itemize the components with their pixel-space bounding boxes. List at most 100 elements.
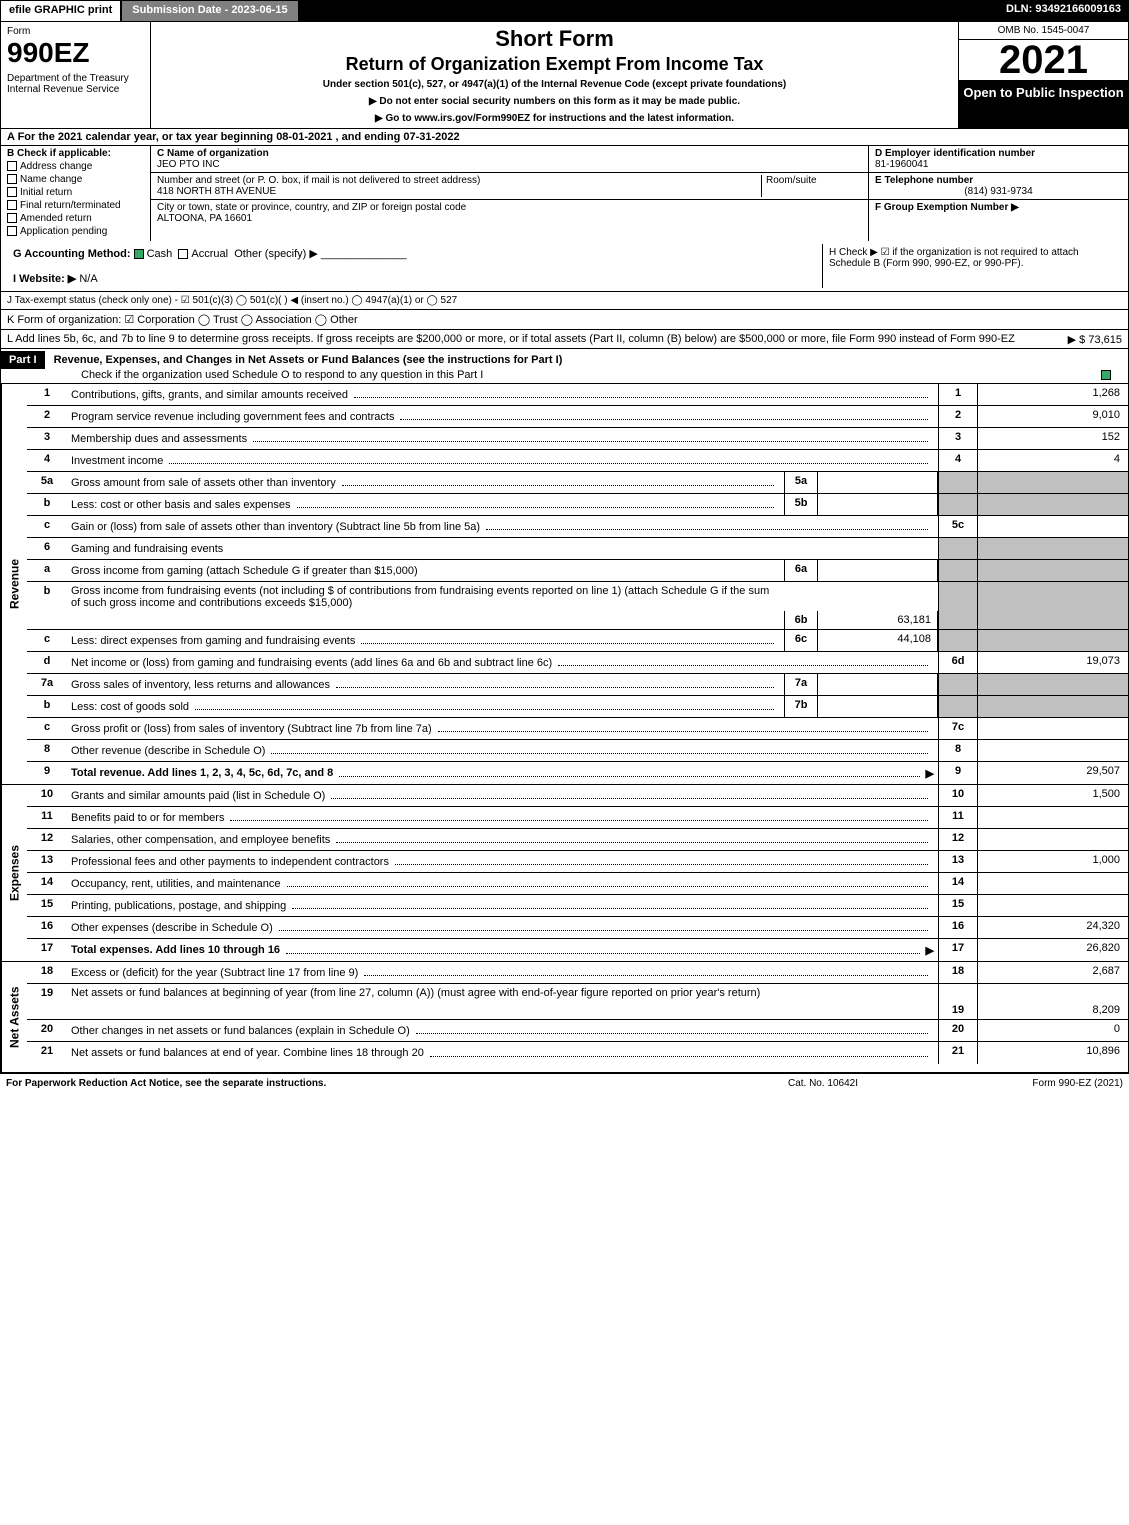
phone-label: E Telephone number [875,175,973,186]
tax-year: 2021 [959,40,1128,81]
part1-checkbox[interactable] [1101,369,1122,381]
line-5b-vshade [978,494,1128,515]
line-7a-vshade [978,674,1128,695]
line-15-num: 15 [27,895,67,916]
header-right: OMB No. 1545-0047 2021 Open to Public In… [958,22,1128,128]
check-initial-return[interactable]: Initial return [7,187,144,198]
website-label: I Website: ▶ [13,273,76,285]
row-a-tax-year: A For the 2021 calendar year, or tax yea… [0,129,1129,146]
line-5c-desc: Gain or (loss) from sale of assets other… [71,521,480,533]
col-b-label: B Check if applicable: [7,148,144,159]
street-value: 418 NORTH 8TH AVENUE [157,186,757,197]
dept-treasury: Department of the Treasury Internal Reve… [7,73,144,95]
line-6d-val: 19,073 [978,652,1128,673]
header-center: Short Form Return of Organization Exempt… [151,22,958,128]
form-title: Return of Organization Exempt From Incom… [157,54,952,75]
form-header: Form 990EZ Department of the Treasury In… [0,22,1129,129]
line-13-num: 13 [27,851,67,872]
line-21-val: 10,896 [978,1042,1128,1064]
group-exemption-cell: F Group Exemption Number ▶ [869,200,1128,215]
line-9-desc: Total revenue. Add lines 1, 2, 3, 4, 5c,… [71,767,333,779]
line-5a-num: 5a [27,472,67,493]
footer-form-ref: Form 990-EZ (2021) [923,1078,1123,1089]
line-6a-sn: 6a [784,560,818,581]
org-name-cell: C Name of organization JEO PTO INC [151,146,868,173]
line-5c-val [978,516,1128,537]
line-7a-desc: Gross sales of inventory, less returns a… [71,679,330,691]
line-16-rnum: 16 [938,917,978,938]
line-14-num: 14 [27,873,67,894]
line-5b-num: b [27,494,67,515]
org-name: JEO PTO INC [157,159,862,170]
line-7c-desc: Gross profit or (loss) from sales of inv… [71,723,432,735]
line-6a-vshade [978,560,1128,581]
line-7c-rnum: 7c [938,718,978,739]
city-cell: City or town, state or province, country… [151,200,868,226]
irs-link-note[interactable]: ▶ Go to www.irs.gov/Form990EZ for instru… [157,113,952,124]
line-16-desc: Other expenses (describe in Schedule O) [71,922,273,934]
line-7b-desc: Less: cost of goods sold [71,701,189,713]
line-12-val [978,829,1128,850]
rows-gh: G Accounting Method: Cash Accrual Other … [0,241,1129,349]
city-label: City or town, state or province, country… [157,202,862,213]
dln-number: DLN: 93492166009163 [998,0,1129,22]
phone-cell: E Telephone number (814) 931-9734 [869,173,1128,200]
line-7a-num: 7a [27,674,67,695]
line-16-num: 16 [27,917,67,938]
expenses-lines: 10Grants and similar amounts paid (list … [27,785,1128,961]
footer-left: For Paperwork Reduction Act Notice, see … [6,1078,723,1089]
line-18-val: 2,687 [978,962,1128,983]
row-h: H Check ▶ ☑ if the organization is not r… [822,244,1122,288]
expenses-side-label: Expenses [1,785,27,961]
form-label: Form [7,26,144,37]
line-11-desc: Benefits paid to or for members [71,812,224,824]
line-21-rnum: 21 [938,1042,978,1064]
line-19-val: 8,209 [978,984,1128,1019]
col-b-checkboxes: B Check if applicable: Address change Na… [1,146,151,241]
header-left: Form 990EZ Department of the Treasury In… [1,22,151,128]
row-a-text: A For the 2021 calendar year, or tax yea… [7,131,460,143]
row-gh: G Accounting Method: Cash Accrual Other … [1,241,1128,292]
line-11-val [978,807,1128,828]
line-21-desc: Net assets or fund balances at end of ye… [71,1047,424,1059]
ein-label: D Employer identification number [875,148,1035,159]
line-14-desc: Occupancy, rent, utilities, and maintena… [71,878,281,890]
room-suite: Room/suite [762,175,862,197]
revenue-side-label: Revenue [1,384,27,784]
street-label: Number and street (or P. O. box, if mail… [157,175,757,186]
submission-date: Submission Date - 2023-06-15 [121,0,298,22]
check-accrual[interactable] [178,249,188,259]
check-final-return[interactable]: Final return/terminated [7,200,144,211]
efile-print-button[interactable]: efile GRAPHIC print [0,0,121,22]
line-6d-num: d [27,652,67,673]
row-k: K Form of organization: ☑ Corporation ◯ … [1,310,1128,330]
line-19-num: 19 [27,984,67,1019]
line-6-desc: Gaming and fundraising events [71,543,223,555]
ein-value: 81-1960041 [875,159,928,170]
line-18-num: 18 [27,962,67,983]
line-5b-sv [818,494,938,515]
check-amended-return[interactable]: Amended return [7,213,144,224]
line-5b-desc: Less: cost or other basis and sales expe… [71,499,291,511]
line-10-val: 1,500 [978,785,1128,806]
check-cash[interactable] [134,249,144,259]
line-10-rnum: 10 [938,785,978,806]
org-name-label: C Name of organization [157,148,862,159]
check-address-change[interactable]: Address change [7,161,144,172]
line-7c-val [978,718,1128,739]
line-7b-vshade [978,696,1128,717]
check-name-change[interactable]: Name change [7,174,144,185]
topbar-spacer [299,0,998,22]
line-3-num: 3 [27,428,67,449]
line-15-desc: Printing, publications, postage, and shi… [71,900,286,912]
line-10-num: 10 [27,785,67,806]
line-6a-sv [818,560,938,581]
line-6b-sn: 6b [784,611,818,629]
line-5a-rshade [938,472,978,493]
part1-header-row: Part I Revenue, Expenses, and Changes in… [0,349,1129,384]
check-application-pending[interactable]: Application pending [7,226,144,237]
line-2-val: 9,010 [978,406,1128,427]
line-6-rshade [938,538,978,559]
line-13-rnum: 13 [938,851,978,872]
line-7b-rshade [938,696,978,717]
